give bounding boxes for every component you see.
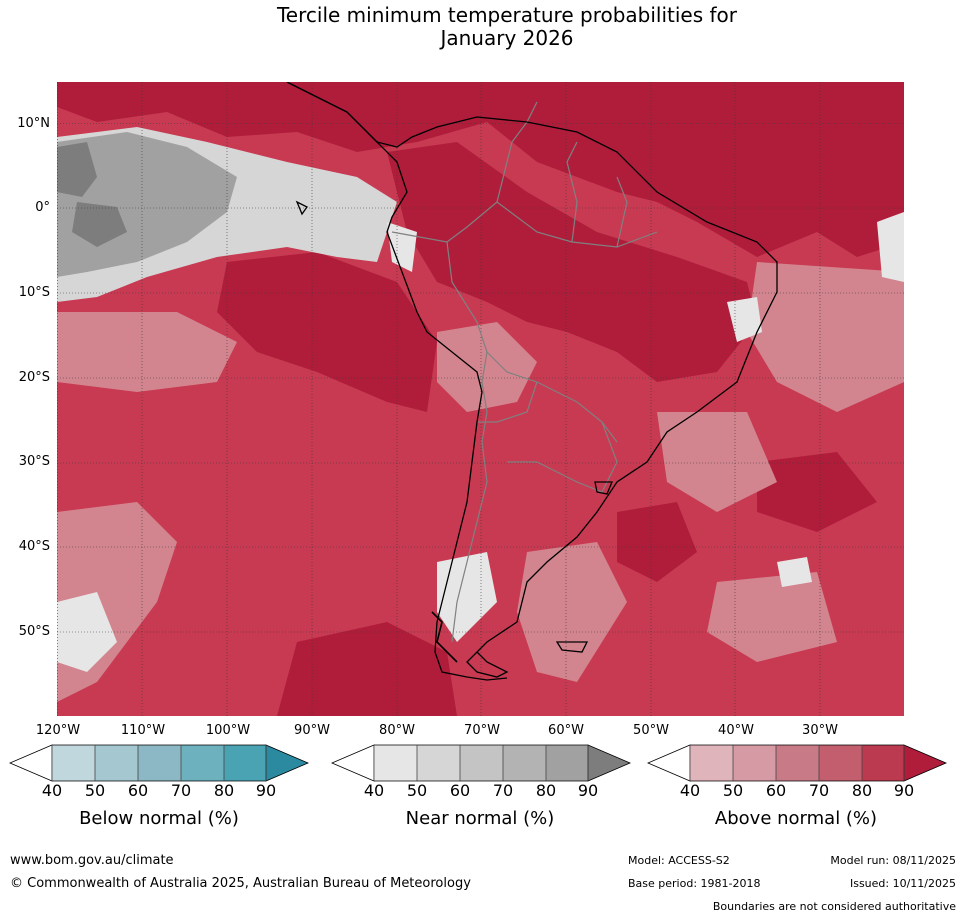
tick: 50 [84, 781, 106, 800]
lat-label-50s: 50°S [18, 624, 50, 639]
tick: 70 [808, 781, 830, 800]
lon-label-110w: 110°W [120, 723, 166, 738]
tick: 40 [363, 781, 385, 800]
lon-label-60w: 60°W [548, 723, 584, 738]
graticule [57, 82, 904, 716]
map-title-line2: January 2026 [440, 26, 574, 50]
lon-label-30w: 30°W [802, 723, 838, 738]
lat-label-30s: 30°S [18, 454, 50, 469]
country-borders [391, 101, 658, 643]
tick: 60 [765, 781, 787, 800]
lon-label-50w: 50°W [633, 723, 669, 738]
lon-label-90w: 90°W [294, 723, 330, 738]
near-normal-title: Near normal (%) [405, 808, 555, 829]
tick: 70 [492, 781, 514, 800]
base-period: Base period: 1981-2018 [628, 877, 761, 890]
lat-label-40s: 40°S [18, 539, 50, 554]
below-normal-colorbar [8, 744, 310, 782]
tick: 40 [41, 781, 63, 800]
lon-label-80w: 80°W [379, 723, 415, 738]
issued-date: Issued: 10/11/2025 [849, 877, 956, 890]
lon-label-120w: 120°W [35, 723, 81, 738]
copyright-text: © Commonwealth of Australia 2025, Austra… [10, 876, 471, 891]
tick: 50 [722, 781, 744, 800]
model-run-date: Model run: 08/11/2025 [830, 854, 956, 867]
tick: 80 [213, 781, 235, 800]
map-title-line1: Tercile minimum temperature probabilitie… [276, 3, 738, 27]
tick: 60 [127, 781, 149, 800]
tick: 90 [577, 781, 599, 800]
tick: 70 [170, 781, 192, 800]
lat-label-10s: 10°S [18, 285, 50, 300]
lat-label-10n: 10°N [17, 116, 50, 131]
website-link[interactable]: www.bom.gov.au/climate [10, 853, 174, 868]
boundaries-disclaimer: Boundaries are not considered authoritat… [712, 900, 956, 913]
above-60-70-areas [57, 262, 904, 702]
lat-label-20s: 20°S [18, 370, 50, 385]
lon-label-40w: 40°W [718, 723, 754, 738]
tick: 80 [851, 781, 873, 800]
lon-label-100w: 100°W [205, 723, 251, 738]
tick: 40 [679, 781, 701, 800]
tick: 50 [406, 781, 428, 800]
above-normal-title: Above normal (%) [714, 808, 878, 829]
tick: 60 [449, 781, 471, 800]
map-title: Tercile minimum temperature probabilitie… [157, 4, 857, 50]
lat-label-0: 0° [35, 200, 50, 215]
model-name: Model: ACCESS-S2 [628, 854, 730, 867]
lon-label-70w: 70°W [464, 723, 500, 738]
coastline [286, 82, 778, 681]
probability-map [57, 82, 904, 716]
near-normal-colorbar [330, 744, 632, 782]
tick: 90 [255, 781, 277, 800]
tick: 80 [535, 781, 557, 800]
tick: 90 [893, 781, 915, 800]
below-normal-title: Below normal (%) [79, 808, 239, 829]
above-normal-colorbar [646, 744, 948, 782]
